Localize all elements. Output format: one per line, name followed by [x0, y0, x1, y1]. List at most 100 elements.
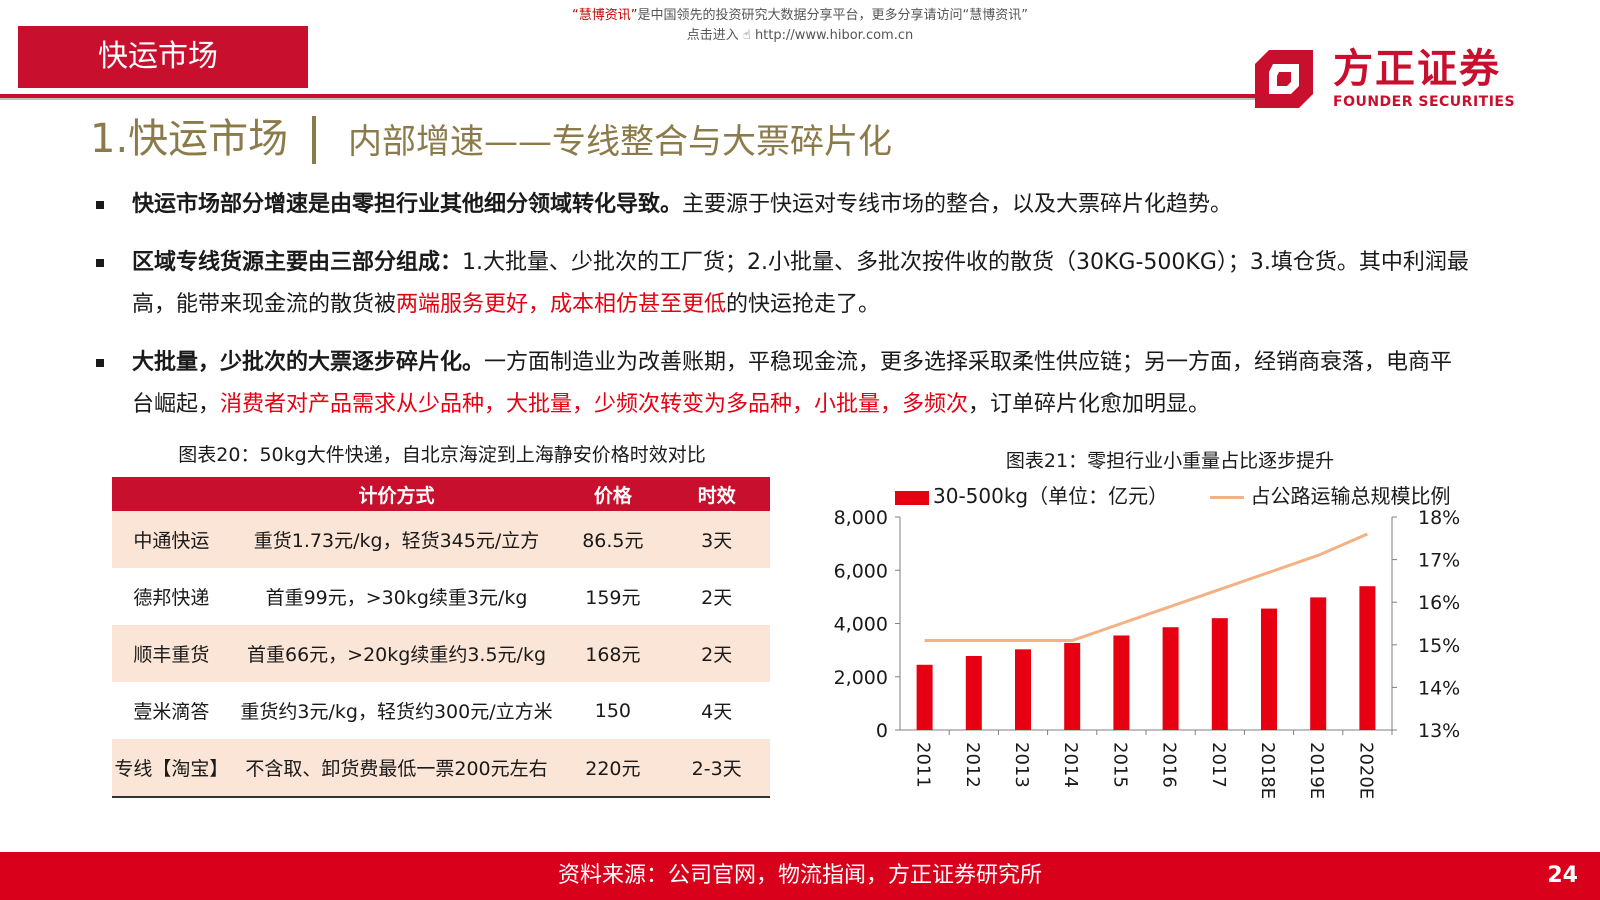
table-cell: 168元	[562, 625, 664, 682]
x-tick-label: 2014	[1060, 742, 1081, 788]
bullet-item: 大批量，少批次的大票逐步碎片化。一方面制造业为改善账期，平稳现金流，更多选择采取…	[92, 342, 1472, 426]
legend-label: 占公路运输总规模比例	[1250, 484, 1451, 508]
x-tick-label: 2020E	[1355, 742, 1376, 799]
table-cell: 220元	[562, 739, 664, 798]
bullet-tail: ，订单碎片化愈加明显。	[968, 392, 1211, 417]
bullet-bold: 大批量，少批次的大票逐步碎片化。	[132, 350, 485, 375]
y-right-tick-label: 17%	[1418, 550, 1460, 572]
watermark-link[interactable]: 点击进入 ☝ http://www.hibor.com.cn	[686, 28, 914, 43]
table-cell: 2天	[663, 625, 770, 682]
bar	[1359, 586, 1376, 730]
bar	[916, 664, 933, 730]
x-tick-label: 2013	[1011, 742, 1032, 788]
bar	[1162, 627, 1179, 730]
bullet-icon	[96, 359, 104, 367]
table-header-cell	[112, 477, 231, 511]
y-right-tick-label: 14%	[1418, 677, 1460, 699]
table-cell: 3天	[663, 511, 770, 568]
table-header-cell: 价格	[562, 477, 664, 511]
bullet-icon	[96, 201, 104, 209]
table-cell: 中通快运	[112, 511, 231, 568]
x-tick-label: 2019E	[1306, 742, 1327, 799]
table-cell: 重货1.73元/kg，轻货345元/立方	[230, 511, 563, 568]
table-cell: 4天	[701, 701, 733, 723]
x-tick-label: 2012	[962, 742, 983, 788]
founder-logo-icon	[1255, 50, 1313, 108]
table-caption: 图表20：50kg大件快递，自北京海淀到上海静安价格时效对比	[178, 444, 706, 466]
table-header-row: 计价方式 价格 时效	[112, 477, 770, 511]
bullet-item: 快运市场部分增速是由零担行业其他细分领域转化导致。主要源于快运对专线市场的整合，…	[92, 184, 1472, 226]
bullet-bold: 区域专线货源主要由三部分组成：	[132, 250, 463, 275]
y-right-tick-label: 13%	[1418, 720, 1460, 742]
table-cell: 德邦快递	[133, 587, 210, 609]
bar	[965, 655, 982, 730]
page-number: 24	[1547, 863, 1578, 888]
header-red-rule	[0, 94, 1260, 98]
section-tab: 快运市场	[18, 26, 308, 88]
table-row: 壹米滴答 重货约3元/kg，轻货约300元/立方米 150 4天	[112, 682, 770, 739]
table-cell: 壹米滴答	[133, 701, 210, 723]
bar	[1113, 635, 1130, 730]
slide-title-number: 1.快运市场	[90, 116, 289, 162]
x-tick-label: 2017	[1208, 742, 1229, 788]
table-cell: 2天	[701, 587, 733, 609]
table-header-cell: 计价方式	[230, 477, 563, 511]
footer-bar: 资料来源：公司官网，物流指闻，方正证券研究所 24	[0, 852, 1600, 900]
legend-line-swatch	[1210, 496, 1245, 499]
logo-cn-text: 方正证券	[1333, 46, 1501, 92]
table-row: 中通快运 重货1.73元/kg，轻货345元/立方 86.5元 3天	[112, 511, 770, 568]
price-comparison-table: 计价方式 价格 时效 中通快运 重货1.73元/kg，轻货345元/立方 86.…	[112, 477, 770, 798]
table-cell: 专线【淘宝】	[112, 739, 231, 798]
ratio-line	[924, 532, 1368, 643]
table-cell: 首重99元，>30kg续重3元/kg	[265, 587, 528, 609]
bar	[1310, 597, 1327, 730]
chart-caption: 图表21：零担行业小重量占比逐步提升	[1005, 450, 1335, 472]
table-cell: 顺丰重货	[112, 625, 231, 682]
bullet-text: 1.大批量、少批次的工厂货；2.小批量、多批次按件收的散货（30KG-500KG…	[132, 250, 1469, 317]
bar-line-chart: 0 2,000 4,000 6,000 8,000 13% 14% 15% 16% 17% 18% 2…	[834, 507, 1460, 799]
bullet-text: 一方面制造业为改善账期，平稳现金流，更多选择采取柔性供应链；另一方面，经销商衰落…	[132, 350, 1453, 417]
slide-title: 内部增速——专线整合与大票碎片化	[348, 122, 892, 162]
y-left-tick-label: 6,000	[834, 560, 888, 582]
bullet-icon	[96, 259, 104, 267]
bullet-highlight: 消费者对产品需求从少品种，大批量，少频次转变为多品种，小批量，多频次	[220, 392, 969, 417]
bullet-highlight: 两端服务更好，成本相仿甚至更低	[396, 292, 727, 317]
x-tick-label: 2015	[1109, 742, 1130, 788]
table-header-cell: 时效	[663, 477, 770, 511]
watermark: “慧博资讯”是中国领先的投资研究大数据分享平台，更多分享请访问“慧博资讯” 点击…	[0, 6, 1600, 46]
bullet-tail: 的快运抢走了。	[726, 292, 881, 317]
table-cell: 2-3天	[663, 739, 770, 798]
footer-source: 资料来源：公司官网，物流指闻，方正证券研究所	[557, 863, 1042, 888]
bar	[1015, 649, 1031, 730]
table-cell: 86.5元	[562, 511, 664, 568]
table-cell: 重货约3元/kg，轻货约300元/立方米	[240, 701, 553, 723]
table-row: 德邦快递 首重99元，>30kg续重3元/kg 159元 2天	[112, 568, 770, 625]
y-left-tick-label: 0	[876, 720, 888, 742]
logo-en-text: FOUNDER SECURITIES	[1333, 94, 1516, 110]
y-right-tick-label: 16%	[1418, 592, 1460, 614]
table-cell: 150	[594, 699, 631, 722]
y-right-tick-label: 15%	[1418, 635, 1460, 657]
bar	[1211, 618, 1228, 730]
header-grey-rule	[0, 98, 1260, 100]
y-left-tick-label: 2,000	[834, 667, 888, 689]
y-left-tick-label: 4,000	[834, 614, 888, 636]
table-row: 顺丰重货 首重66元，>20kg续重约3.5元/kg 168元 2天	[112, 625, 770, 682]
y-left-tick-label: 8,000	[834, 507, 888, 529]
bullet-bold: 快运市场部分增速是由零担行业其他细分领域转化导致。	[132, 192, 683, 217]
table-cell: 159元	[585, 587, 641, 609]
table-cell: 首重66元，>20kg续重约3.5元/kg	[230, 625, 563, 682]
x-tick-label: 2018E	[1257, 742, 1278, 799]
title-separator	[312, 116, 316, 164]
bullet-item: 区域专线货源主要由三部分组成：1.大批量、少批次的工厂货；2.小批量、多批次按件…	[92, 242, 1472, 326]
watermark-brand: “慧博资讯”	[572, 8, 638, 23]
watermark-line1: 是中国领先的投资研究大数据分享平台，更多分享请访问“慧博资讯”	[637, 8, 1028, 23]
bullet-text: 主要源于快运对专线市场的整合，以及大票碎片化趋势。	[682, 192, 1233, 217]
x-tick-label: 2011	[913, 742, 934, 788]
bullet-list: 快运市场部分增速是由零担行业其他细分领域转化导致。主要源于快运对专线市场的整合，…	[92, 184, 1472, 442]
bar	[1261, 608, 1277, 730]
chart-legend: 30-500kg（单位：亿元） 占公路运输总规模比例	[895, 480, 1450, 509]
founder-logo: 方正证券 FOUNDER SECURITIES	[1255, 46, 1535, 116]
table-cell: 不含取、卸货费最低一票200元左右	[230, 739, 563, 798]
bar	[1064, 642, 1081, 730]
